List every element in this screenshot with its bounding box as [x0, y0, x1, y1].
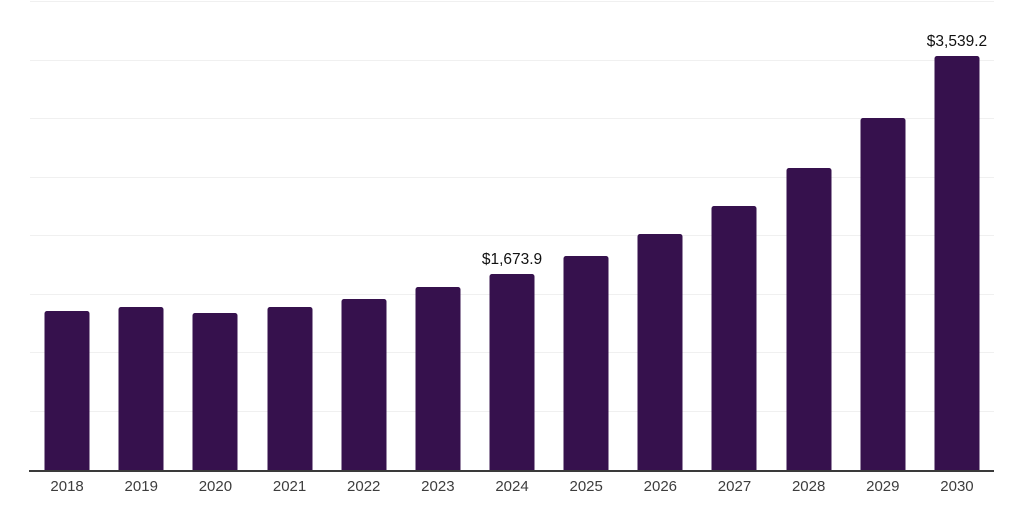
bar-slot-2021: [252, 2, 326, 470]
bar-slot-2029: [846, 2, 920, 470]
x-tick-label-2020: 2020: [198, 478, 233, 495]
x-axis-labels: 2018 2019 2020 2021 2022 2023 2024 2025 2026 2027…: [30, 478, 994, 495]
bar-2023: [415, 286, 461, 470]
plot-area: $1,673.9 $3,539.2: [29, 1, 994, 472]
data-label-2030: $3,539.2: [926, 32, 988, 50]
bar-slot-2019: [104, 2, 178, 470]
data-label-2024: $1,673.9: [481, 251, 543, 269]
x-tick-label-2019: 2019: [124, 478, 158, 495]
gridline-3000: [30, 118, 994, 119]
x-tick-label-2029: 2029: [866, 478, 900, 495]
x-tick-label-2023: 2023: [421, 478, 455, 495]
bar-2021: [267, 306, 313, 470]
bar-slot-2018: [30, 2, 104, 470]
x-tick-label-2022: 2022: [347, 478, 381, 495]
bar-2026: [637, 234, 683, 470]
bar-slot-2024: $1,673.9: [475, 2, 549, 470]
x-tick-label-2025: 2025: [569, 478, 603, 495]
x-tick-label-2021: 2021: [272, 478, 307, 495]
bar-slot-2028: [772, 2, 846, 470]
bar-2028: [786, 167, 832, 470]
gridline-3500: [30, 59, 994, 61]
bar-slot-2020: [178, 2, 252, 470]
bar-2027: [711, 206, 757, 470]
bar-2020: [192, 313, 238, 470]
x-tick-label-2026: 2026: [643, 478, 678, 495]
bar-2029: [860, 118, 906, 470]
bar-slot-2023: [401, 2, 475, 470]
bar-2022: [341, 299, 387, 470]
x-tick-label-2024: 2024: [495, 478, 529, 495]
bar-slot-2025: [549, 2, 623, 470]
x-tick-label-2028: 2028: [791, 478, 826, 495]
bar-slot-2030: $3,539.2: [920, 2, 994, 470]
gridline-4000: [30, 1, 994, 2]
x-tick-label-2018: 2018: [50, 478, 84, 495]
x-tick-label-2027: 2027: [717, 478, 752, 495]
x-tick-label-2030: 2030: [940, 478, 974, 495]
bar-2025: [563, 255, 609, 470]
bar-2024: [489, 274, 535, 470]
x-axis-line: [29, 470, 994, 472]
bar-slot-2022: [327, 2, 401, 470]
bar-2018: [44, 310, 90, 470]
bar-2030: [934, 55, 980, 470]
bars-row: $1,673.9 $3,539.2: [30, 2, 994, 470]
bar-slot-2027: [697, 2, 771, 470]
bar-2019: [118, 307, 164, 470]
gridline-2500: [30, 176, 994, 178]
gridline-2000: [30, 235, 994, 236]
bar-slot-2026: [623, 2, 697, 470]
